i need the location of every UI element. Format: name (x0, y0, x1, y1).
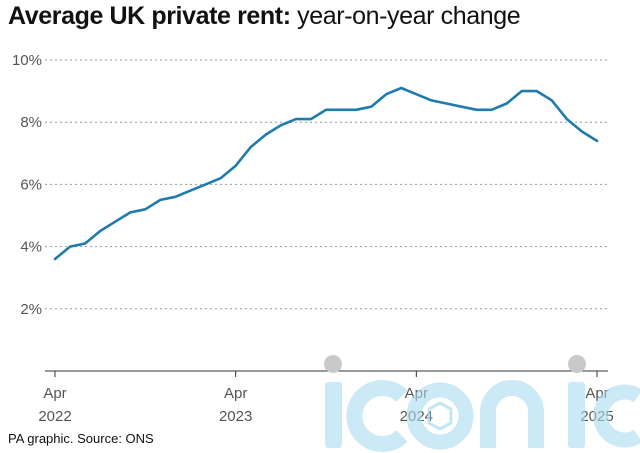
x-tick-label: 2023 (219, 408, 252, 425)
series-line (53, 86, 599, 261)
y-tick-label: 6% (20, 176, 42, 193)
y-tick-label: 4% (20, 239, 42, 256)
watermark-stroke (568, 382, 585, 448)
y-tick-label: 2% (20, 301, 42, 318)
watermark-stroke (325, 382, 342, 448)
watermark-stroke (593, 384, 640, 448)
watermark-dot (324, 355, 342, 373)
watermark-stroke (406, 382, 474, 450)
watermark-dot (568, 355, 586, 373)
watermark-stroke (427, 401, 453, 431)
chart-title: Average UK private rent: year-on-year ch… (8, 2, 521, 31)
gridlines (45, 59, 608, 310)
x-tick-label: Apr (43, 385, 66, 402)
x-tick-label: Apr (224, 385, 247, 402)
chart-title-rest: year-on-year change (290, 2, 521, 30)
y-tick-label: 8% (20, 114, 42, 131)
iconic-watermark (324, 355, 640, 452)
y-tick-label: 10% (12, 52, 42, 69)
y-axis-labels: 2% 4% 6% 8% 10% (12, 52, 42, 318)
x-tick-label: 2022 (38, 408, 71, 425)
watermark-stroke (480, 380, 544, 448)
source-note: PA graphic. Source: ONS (8, 431, 154, 446)
chart-title-bold: Average UK private rent: (8, 2, 291, 30)
watermark-stroke (346, 380, 408, 452)
